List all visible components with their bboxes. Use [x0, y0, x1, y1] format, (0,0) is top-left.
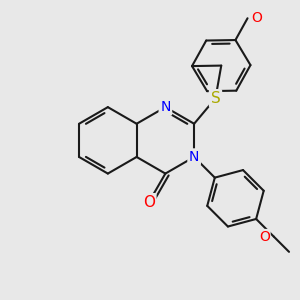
Text: O: O [259, 230, 270, 244]
Text: O: O [143, 195, 155, 210]
Text: N: N [189, 150, 199, 164]
Text: S: S [211, 91, 220, 106]
Text: N: N [160, 100, 171, 114]
Text: O: O [251, 11, 262, 25]
